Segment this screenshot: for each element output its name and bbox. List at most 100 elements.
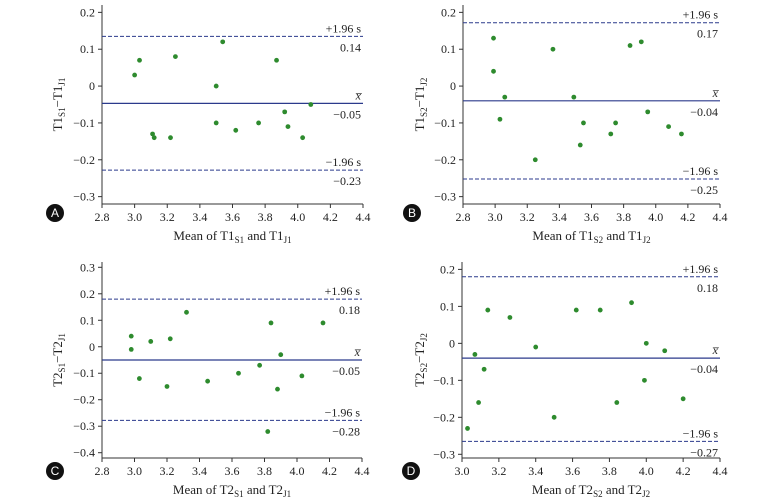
- data-point: [491, 68, 496, 74]
- y-tick-label: −0.3: [73, 419, 95, 433]
- x-tick-label: 4.0: [648, 210, 663, 224]
- y-axis-label-a: T2: [50, 372, 65, 386]
- lower-limit-label: −1.96 s: [326, 155, 362, 169]
- data-point: [680, 396, 686, 402]
- y-axis-label: T1S1−T1J1: [50, 78, 67, 132]
- data-point: [613, 120, 618, 126]
- data-point: [497, 116, 503, 122]
- data-point: [299, 373, 305, 379]
- y-tick-label: 0.1: [80, 42, 95, 56]
- data-point: [213, 120, 219, 126]
- upper-limit-label: +1.96 s: [683, 8, 719, 22]
- data-point: [167, 336, 173, 342]
- y-axis-label-asub: S1: [57, 107, 67, 117]
- x-tick-label: 3.4: [528, 464, 543, 478]
- y-axis-label-a: T2: [412, 372, 427, 386]
- x-axis-label-mid: and T2: [603, 482, 642, 497]
- data-point: [533, 344, 539, 350]
- y-tick-label: −0.2: [73, 393, 95, 407]
- lower-limit-label: −1.96 s: [683, 426, 719, 440]
- x-tick-label: 4.2: [322, 464, 337, 478]
- data-point: [205, 378, 211, 384]
- upper-limit-label: +1.96 s: [326, 21, 362, 35]
- data-point: [184, 309, 189, 315]
- x-tick-label: 3.8: [602, 464, 617, 478]
- data-point: [638, 39, 644, 45]
- x-tick-label: 4.2: [323, 210, 338, 224]
- data-point: [132, 72, 138, 78]
- mean-label: x̅: [712, 86, 720, 100]
- x-tick-label: 3.2: [160, 464, 175, 478]
- panel-letter: B: [408, 206, 416, 220]
- data-point: [173, 54, 178, 59]
- x-axis-label: Mean of T2S2 and T2J2: [532, 482, 650, 499]
- panel-a: 0.2 0.1 0 −0.1 −0.2 −0.32.8 3.0 3.2 3.4 3.6 3.8 4.0…: [46, 5, 371, 245]
- data-point: [645, 109, 651, 115]
- y-tick-label: −0.2: [434, 153, 456, 167]
- panel-d: 0.2 0.1 0 −0.1 −0.2 −0.33.0 3.2 3.4 3.6 3.8 4.0 4.2…: [402, 262, 728, 499]
- data-point: [614, 400, 620, 405]
- data-point: [573, 307, 579, 313]
- x-tick-label: 3.6: [565, 464, 580, 478]
- data-point: [662, 348, 668, 354]
- upper-limit-label: +1.96 s: [325, 284, 361, 298]
- y-tick-label: 0.1: [441, 42, 456, 56]
- x-tick-label: 4.0: [290, 210, 305, 224]
- x-tick-label: 4.0: [290, 464, 305, 478]
- data-point: [275, 386, 280, 392]
- data-point: [213, 83, 219, 89]
- y-tick-label: −0.1: [433, 373, 455, 387]
- data-point: [256, 120, 261, 126]
- y-axis-label-bsub: J2: [419, 333, 429, 341]
- upper-limit-value: 0.14: [340, 40, 361, 54]
- data-point: [268, 320, 274, 326]
- x-tick-label: 3.4: [192, 210, 207, 224]
- y-tick-label: −0.2: [73, 153, 95, 167]
- y-tick-label: −0.3: [433, 447, 455, 461]
- data-point: [285, 124, 291, 130]
- lower-limit-value: −0.27: [690, 445, 718, 459]
- upper-limit-value: 0.18: [339, 303, 360, 317]
- data-point: [577, 142, 583, 148]
- x-axis-label: Mean of T1S1 and T1J1: [173, 228, 291, 245]
- lower-limit-label: −1.96 s: [683, 164, 719, 178]
- x-tick-label: 3.6: [584, 210, 599, 224]
- data-point: [137, 57, 142, 63]
- panel-letter: D: [407, 464, 416, 478]
- y-tick-label: 0.2: [80, 287, 95, 301]
- y-axis-label-a: T1: [50, 117, 65, 131]
- x-tick-label: 3.0: [488, 210, 503, 224]
- y-tick-label: 0.3: [80, 260, 95, 274]
- data-point: [608, 131, 614, 137]
- x-tick-label: 4.2: [676, 464, 691, 478]
- data-point: [627, 43, 633, 48]
- y-tick-label: 0.2: [441, 5, 456, 19]
- mean-label: x̅: [354, 345, 362, 359]
- x-tick-label: 4.4: [356, 210, 371, 224]
- y-axis-label-b: −T1: [50, 86, 65, 108]
- x-tick-label: 2.8: [95, 464, 110, 478]
- upper-limit-label: +1.96 s: [683, 262, 719, 276]
- panel-badge: [46, 462, 64, 480]
- x-tick-label: 3.8: [616, 210, 631, 224]
- x-tick-label: 3.2: [491, 464, 506, 478]
- mean-value: −0.04: [690, 362, 718, 376]
- data-point: [274, 57, 279, 63]
- mean-value: −0.05: [332, 364, 360, 378]
- data-point: [666, 124, 671, 130]
- x-axis-label-main: Mean of T1: [173, 228, 234, 243]
- x-axis-label-sub2: J1: [284, 235, 292, 245]
- data-point: [320, 320, 326, 326]
- x-axis-label: Mean of T1S2 and T1J2: [532, 228, 650, 245]
- y-tick-label: 0: [89, 79, 95, 93]
- data-point: [581, 120, 586, 126]
- y-tick-label: −0.1: [73, 116, 95, 130]
- y-tick-label: −0.4: [73, 446, 95, 460]
- data-point: [472, 352, 478, 357]
- data-point: [679, 131, 684, 137]
- y-axis-label: T2S1−T2J1: [50, 333, 67, 387]
- mean-label: x̅: [355, 88, 363, 102]
- data-point: [128, 347, 134, 352]
- y-tick-label: 0.1: [440, 299, 455, 313]
